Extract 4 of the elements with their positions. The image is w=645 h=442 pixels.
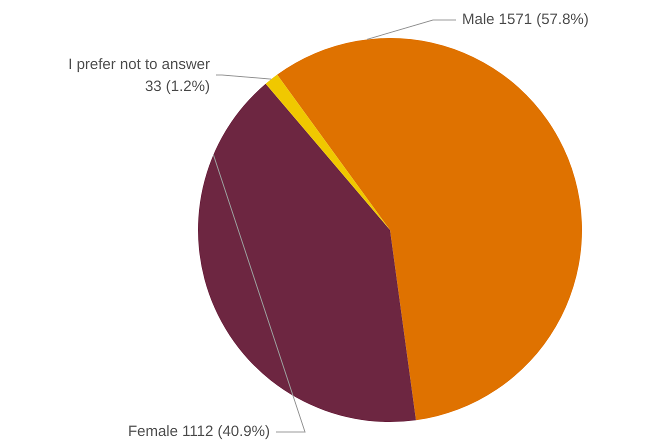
slice-label: Female 1112 (40.9%) xyxy=(128,423,270,440)
slice-label: Male 1571 (57.8%) xyxy=(462,11,589,28)
data-label: 33 (1.2%) xyxy=(144,78,210,96)
slice-label: I prefer not to answer xyxy=(68,56,210,74)
